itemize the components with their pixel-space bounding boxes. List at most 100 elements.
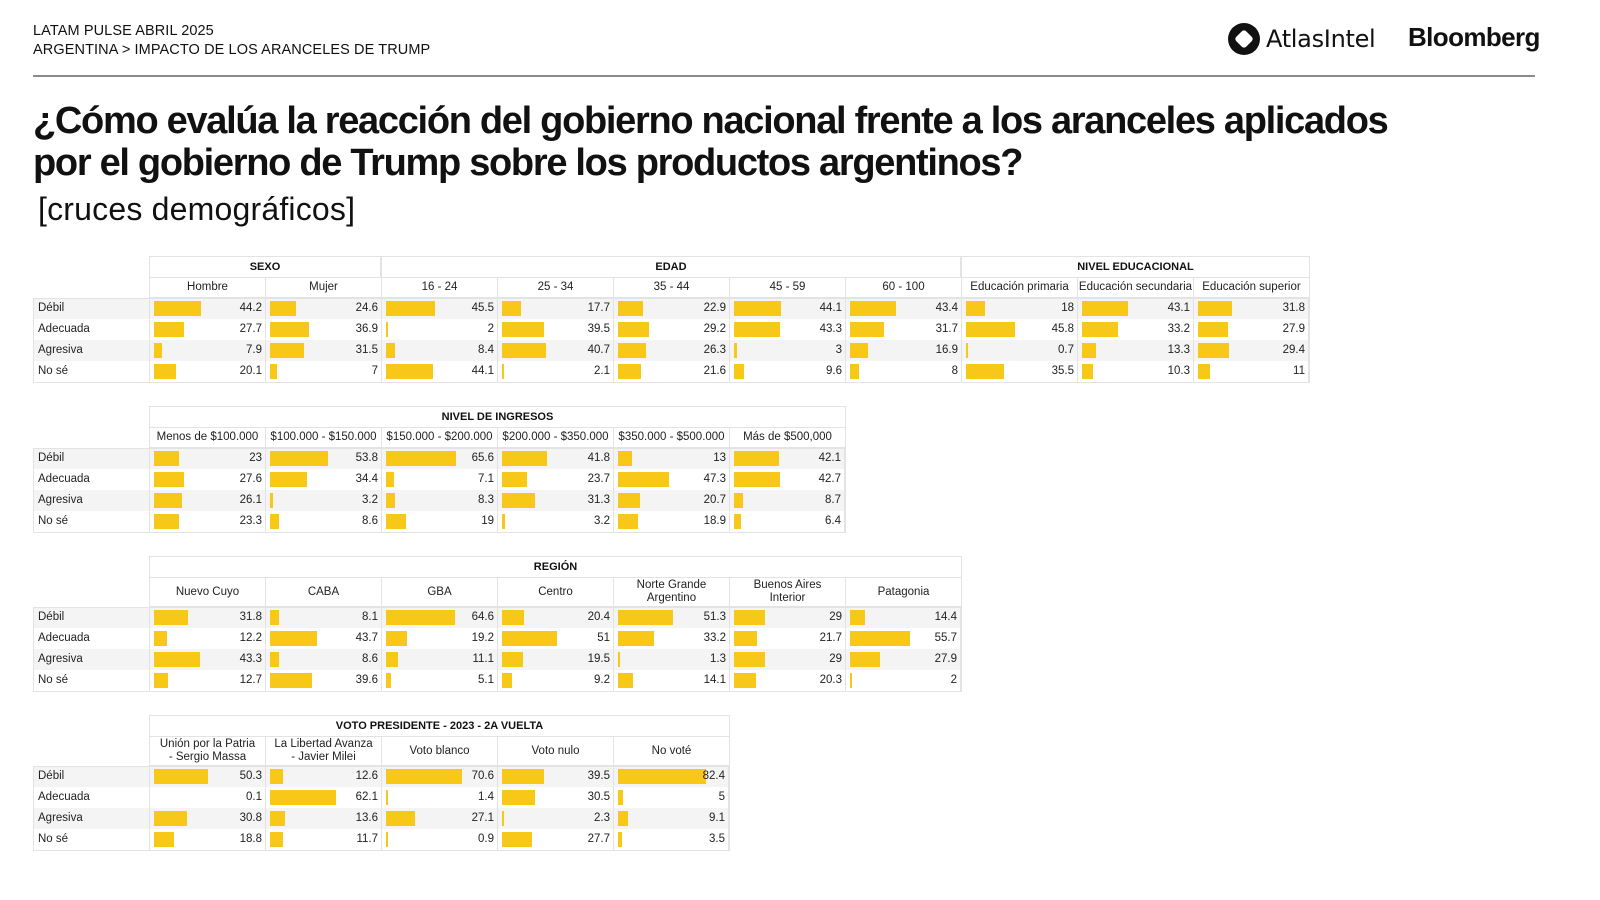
data-cell: 8.6: [265, 511, 381, 532]
data-cell: 6.4: [729, 511, 845, 532]
value-label: 3.2: [594, 515, 610, 527]
data-cell: 18.8: [149, 829, 265, 850]
value-label: 22.9: [703, 302, 726, 314]
value-label: 0.1: [246, 791, 262, 803]
data-cell: 13.6: [265, 808, 381, 829]
value-bar: [618, 514, 639, 529]
value-label: 47.3: [703, 473, 726, 485]
data-cell: 47.3: [613, 469, 729, 490]
column-header: $200.000 - $350.000: [497, 427, 613, 448]
data-cell: 43.3: [729, 319, 845, 340]
column-header-label: $350.000 - $500.000: [618, 431, 725, 443]
data-cell: 27.9: [1193, 319, 1309, 340]
data-cell: 7: [265, 361, 381, 382]
data-cell: 41.8: [497, 448, 613, 469]
value-label: 8.6: [362, 515, 378, 527]
value-label: 11.7: [356, 833, 378, 845]
value-bar: [850, 364, 859, 379]
value-label: 45.8: [1051, 323, 1074, 335]
value-label: 9.2: [594, 674, 610, 686]
value-bar: [502, 343, 546, 358]
value-label: 10.3: [1167, 365, 1190, 377]
value-bar: [1198, 301, 1233, 316]
value-bar: [1082, 364, 1094, 379]
data-cell: 5: [613, 787, 729, 808]
data-cell: 31.8: [1193, 298, 1309, 319]
data-cell: 29: [729, 607, 845, 628]
data-cell: 27.7: [497, 829, 613, 850]
data-cell: 2: [381, 319, 497, 340]
row-label: Adecuada: [38, 791, 90, 803]
value-bar: [850, 631, 910, 646]
value-bar: [502, 322, 545, 337]
value-label: 55.7: [934, 632, 957, 644]
data-cell: 44.2: [149, 298, 265, 319]
data-cell: 43.1: [1077, 298, 1193, 319]
value-bar: [154, 493, 182, 508]
group-header: NIVEL DE INGRESOS: [149, 406, 846, 427]
data-cell: 19.2: [381, 628, 497, 649]
value-bar: [270, 364, 278, 379]
value-bar: [154, 769, 208, 784]
bloomberg-logo: Bloomberg: [1408, 22, 1540, 52]
value-label: 5.1: [478, 674, 494, 686]
value-bar: [502, 451, 547, 466]
column-header: Nuevo Cuyo: [149, 577, 265, 607]
value-bar: [734, 673, 756, 688]
data-cell: 11.7: [265, 829, 381, 850]
value-bar: [1198, 322, 1228, 337]
value-label: 42.7: [818, 473, 841, 485]
value-bar: [154, 832, 175, 847]
table-row: No sé 20.1 7 44.1 2.1 21.6 9.6 8 35.5 10.3 11: [33, 361, 1310, 382]
data-cell: 27.1: [381, 808, 497, 829]
header-survey-name: LATAM PULSE ABRIL 2025: [33, 23, 214, 39]
data-cell: 36.9: [265, 319, 381, 340]
column-header: Voto blanco: [381, 736, 497, 766]
value-label: 30.5: [587, 791, 610, 803]
data-cell: 23: [149, 448, 265, 469]
column-header: 45 - 59: [729, 277, 845, 298]
value-label: 23.7: [587, 473, 610, 485]
value-bar: [154, 472, 184, 487]
table-row: No sé 12.7 39.6 5.1 9.2 14.1 20.3 2: [33, 670, 962, 691]
data-cell: 42.7: [729, 469, 845, 490]
value-bar: [502, 811, 505, 826]
data-cell: 9.1: [613, 808, 729, 829]
value-bar: [270, 301, 297, 316]
group-header: REGIÓN: [149, 556, 962, 577]
row-label: No sé: [38, 833, 69, 845]
data-cell: 53.8: [265, 448, 381, 469]
column-header: Más de $500,000: [729, 427, 846, 448]
value-label: 19: [481, 515, 494, 527]
value-bar: [386, 364, 434, 379]
value-label: 31.5: [355, 344, 378, 356]
data-cell: 8.1: [265, 607, 381, 628]
value-bar: [1082, 301, 1129, 316]
value-bar: [386, 343, 395, 358]
row-label: Agresiva: [38, 653, 83, 665]
value-label: 20.7: [703, 494, 726, 506]
value-label: 27.9: [934, 653, 957, 665]
data-cell: 29: [729, 649, 845, 670]
column-header-label: Menos de $100.000: [156, 431, 259, 443]
data-cell: 1.4: [381, 787, 497, 808]
value-bar: [386, 811, 415, 826]
column-header-label: Voto blanco: [409, 744, 470, 757]
value-bar: [618, 790, 624, 805]
value-bar: [270, 343, 304, 358]
column-header-label: GBA: [427, 585, 452, 598]
value-bar: [734, 514, 741, 529]
data-cell: 65.6: [381, 448, 497, 469]
value-label: 14.4: [934, 611, 957, 623]
value-bar: [270, 610, 279, 625]
value-bar: [850, 343, 869, 358]
value-label: 31.8: [1282, 302, 1305, 314]
value-label: 19.5: [587, 653, 610, 665]
row-label: Adecuada: [38, 323, 90, 335]
value-bar: [154, 364, 176, 379]
value-bar: [154, 322, 184, 337]
data-cell: 33.2: [613, 628, 729, 649]
data-cell: 18: [961, 298, 1077, 319]
data-cell: 30.8: [149, 808, 265, 829]
row-label: No sé: [38, 674, 69, 686]
